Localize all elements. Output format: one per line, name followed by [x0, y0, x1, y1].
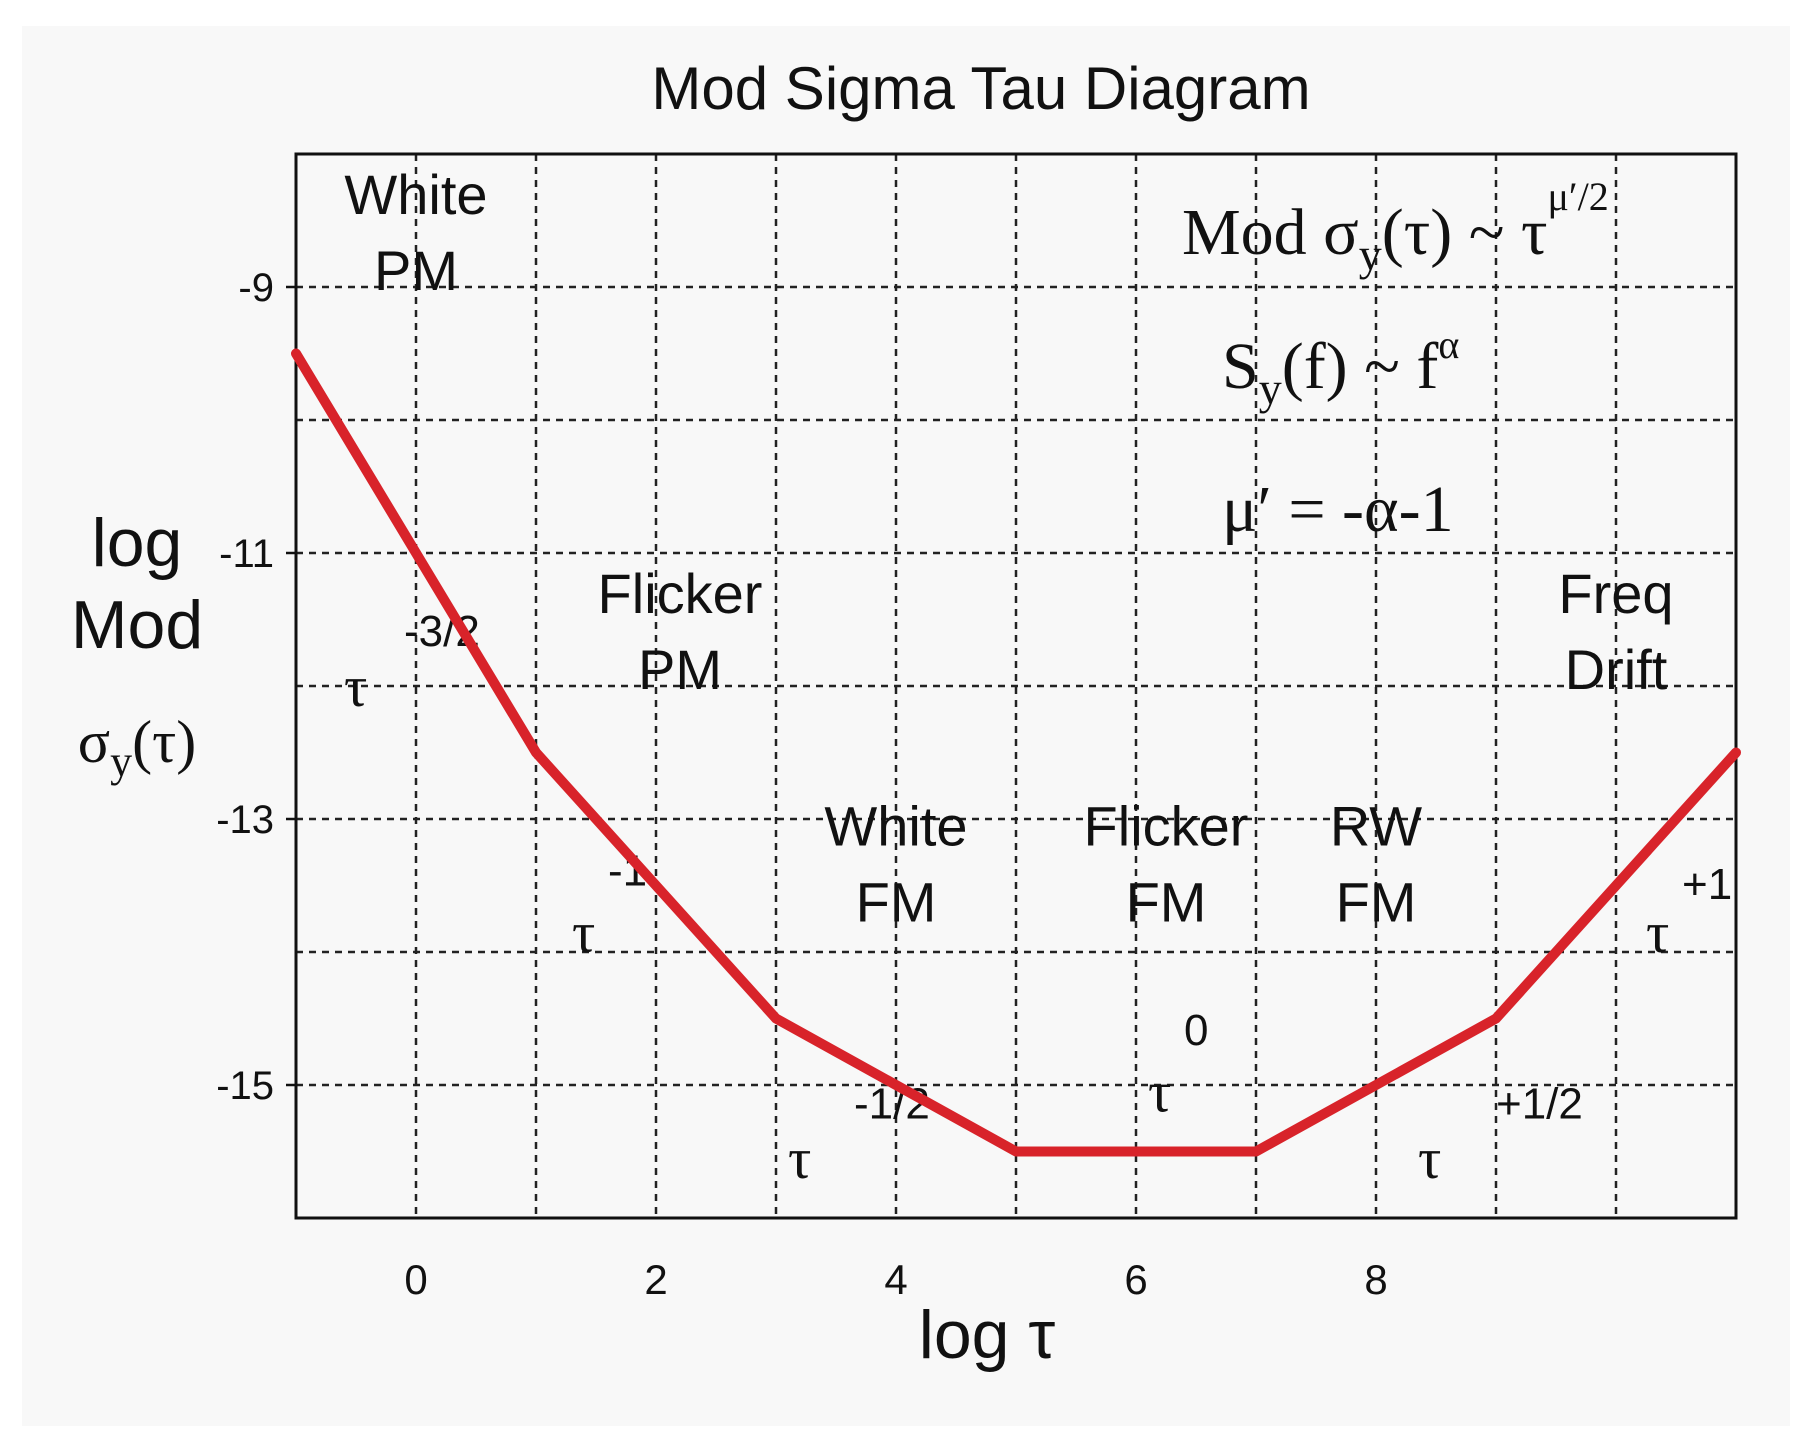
slope-label-tau: τ [1418, 1126, 1441, 1191]
y-axis-label-line-3: σy(τ) [78, 709, 196, 786]
y-tick-label: -9 [238, 266, 274, 310]
x-axis-label: log τ [919, 1297, 1056, 1373]
slope-labels: τ-3/2τ-1τ-1/2 τ0τ+1/2τ+1 [344, 607, 1732, 1191]
slope-label-exponent: +1/2 [1496, 1079, 1583, 1128]
x-tick-label: 6 [1124, 1256, 1147, 1303]
region-label: FM [856, 871, 937, 934]
region-label: White [344, 163, 487, 226]
region-label: FM [1336, 871, 1417, 934]
x-tick-label: 2 [644, 1256, 667, 1303]
x-axis-ticks: 0 2 4 6 8 [404, 1256, 1387, 1303]
formula-mod-sigma: Mod σy(τ) ~ τμ′/2 [1182, 174, 1609, 280]
x-tick-label: 0 [404, 1256, 427, 1303]
region-label: Flicker [598, 562, 763, 625]
y-tick-label: -11 [219, 532, 274, 576]
y-axis-label-line-1: log [92, 505, 183, 581]
x-tick-label: 4 [884, 1256, 907, 1303]
y-axis-label: log Mod σy(τ) [71, 505, 203, 786]
plot-frame [294, 152, 1738, 1220]
grid-lines [296, 154, 1736, 1218]
region-label: White [824, 795, 967, 858]
region-label: Flicker [1084, 795, 1249, 858]
mod-sigma-curve [291, 348, 1741, 1157]
y-axis-label-line-2: Mod [71, 587, 203, 663]
region-label: PM [638, 638, 722, 701]
region-label: RW [1330, 795, 1422, 858]
formula-spectral-density: Sy(f) ~ fα [1222, 322, 1459, 414]
slope-label-tau: τ [572, 900, 595, 965]
slope-label-tau: τ [788, 1126, 811, 1191]
formula-mu-relation: μ′ = -α-1 [1222, 473, 1454, 546]
slope-label-tau: τ [344, 654, 367, 719]
noise-region-labels: White PM Flicker PM White FM Flicker FM RW FM Freq… [344, 163, 1673, 934]
chart-title: Mod Sigma Tau Diagram [651, 55, 1310, 122]
x-tick-label: 8 [1364, 1256, 1387, 1303]
y-axis-ticks: -9 -11 -13 -15 [216, 266, 296, 1108]
region-label: PM [374, 239, 458, 302]
slope-label-exponent: 0 [1184, 1006, 1208, 1055]
slope-label-tau: τ [1646, 900, 1669, 965]
slope-label-exponent: +1 [1682, 860, 1732, 909]
y-tick-label: -15 [216, 1064, 274, 1108]
slope-label-tau: τ [1148, 1060, 1171, 1125]
region-label: Freq [1558, 562, 1673, 625]
region-label: Drift [1565, 638, 1668, 701]
y-tick-label: -13 [216, 798, 274, 842]
formula-annotations: Mod σy(τ) ~ τμ′/2 Sy(f) ~ fα μ′ = -α-1 [1182, 174, 1609, 546]
region-label: FM [1126, 871, 1207, 934]
